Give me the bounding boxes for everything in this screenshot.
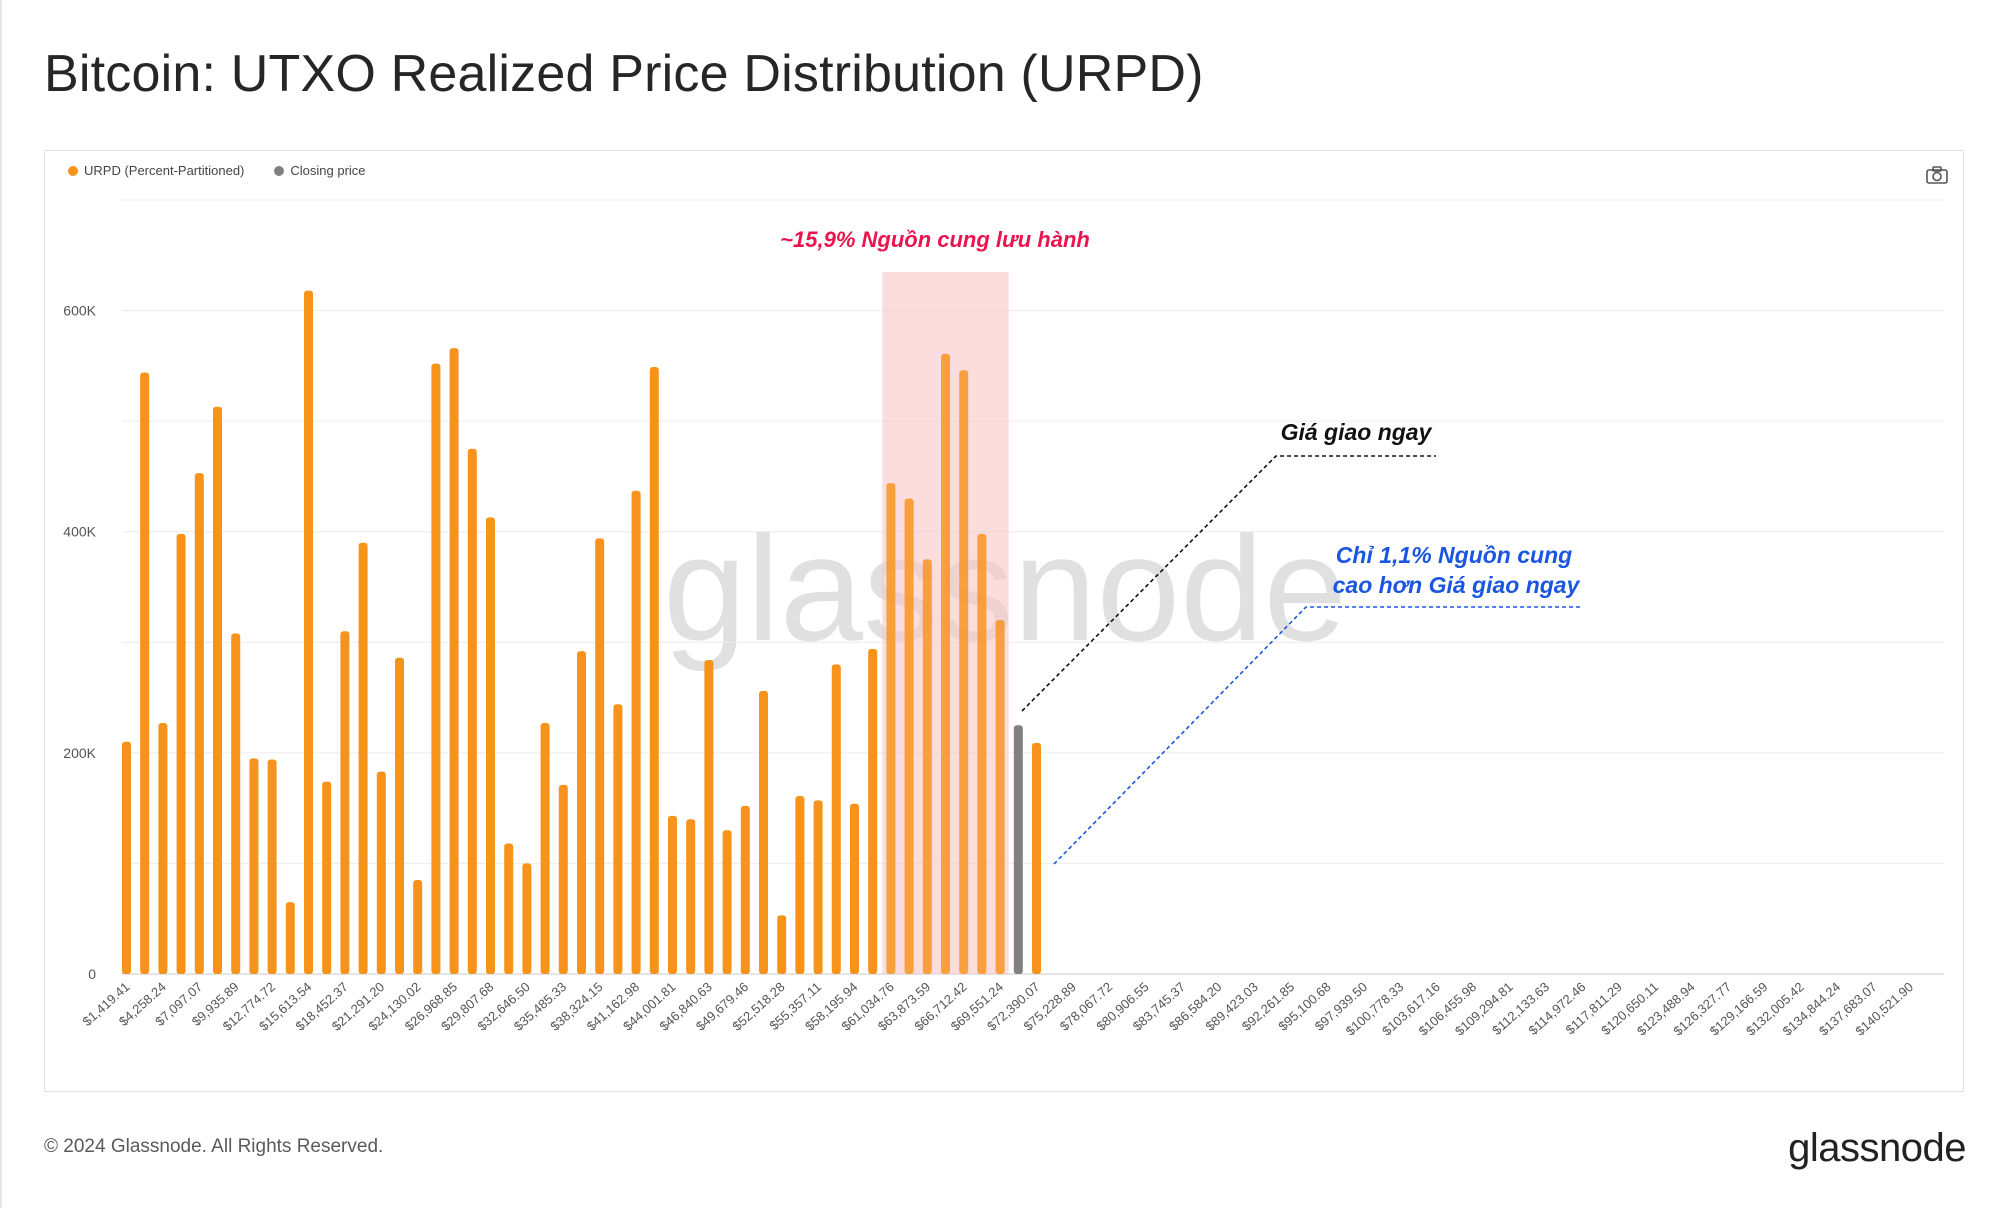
bar-urpd: [868, 648, 878, 974]
legend-label-closing-price: Closing price: [290, 163, 366, 178]
bar-urpd: [777, 915, 787, 974]
bar-urpd: [449, 348, 459, 974]
bar-urpd: [631, 490, 641, 974]
spot-price-label: Giá giao ngay: [1281, 419, 1433, 445]
spot-price-leader: [1021, 455, 1436, 712]
bar-urpd: [577, 651, 586, 974]
legend-item-closing-price[interactable]: Closing price: [274, 163, 366, 178]
bar-urpd: [140, 372, 150, 974]
bar-urpd: [158, 723, 168, 974]
bar-urpd: [813, 800, 823, 974]
glassnode-logo: glassnode: [1788, 1126, 1966, 1170]
bar-urpd: [267, 759, 277, 974]
chart-panel: [44, 150, 1964, 1092]
legend-swatch-closing-price: [274, 165, 285, 176]
bar-urpd: [358, 542, 368, 974]
bar-urpd: [467, 448, 477, 974]
bar-urpd: [395, 657, 404, 974]
y-tick-label: 600K: [63, 303, 96, 319]
bar-urpd: [831, 664, 841, 974]
legend-swatch-urpd: [68, 165, 78, 176]
bar-urpd: [686, 819, 696, 974]
bar-urpd: [376, 771, 386, 974]
bar-urpd: [285, 902, 295, 974]
y-tick-label: 200K: [63, 745, 96, 761]
legend-label-urpd: URPD (Percent-Partitioned): [84, 163, 245, 178]
bar-urpd: [959, 370, 969, 974]
bar-urpd: [322, 781, 332, 974]
bar-urpd: [194, 473, 204, 974]
above-spot-label-line1: Chỉ 1,1% Nguồn cung: [1336, 542, 1572, 568]
bar-urpd: [176, 533, 186, 974]
bar-urpd: [522, 863, 532, 974]
bar-urpd: [304, 290, 313, 974]
bar-urpd: [231, 633, 241, 974]
bar-urpd: [740, 805, 750, 974]
copyright-text: © 2024 Glassnode. All Rights Reserved.: [44, 1136, 384, 1157]
highlight-label: ~15,9% Nguồn cung lưu hành: [780, 227, 1090, 252]
chart-legend: URPD (Percent-Partitioned) Closing price: [68, 163, 366, 178]
bar-urpd: [558, 784, 568, 974]
bar-urpd: [413, 880, 423, 974]
bar-urpd: [977, 533, 987, 974]
bar-urpd: [941, 353, 950, 974]
bar-urpd: [1032, 742, 1041, 974]
above-spot-label-line2: cao hơn Giá giao ngay: [1333, 572, 1581, 598]
bar-urpd: [540, 723, 550, 974]
bar-urpd: [904, 498, 914, 974]
bar-urpd: [613, 704, 623, 974]
legend-item-urpd[interactable]: URPD (Percent-Partitioned): [68, 163, 244, 178]
bar-urpd: [722, 830, 732, 974]
bar-urpd: [249, 758, 259, 974]
bar-urpd: [922, 559, 932, 974]
bar-urpd: [704, 659, 714, 974]
bar-urpd: [886, 483, 896, 974]
bar-urpd: [850, 803, 859, 974]
bar-urpd: [995, 620, 1005, 974]
bar-urpd: [431, 363, 441, 974]
bar-urpd: [213, 406, 222, 975]
bar-urpd: [795, 795, 805, 974]
bar-urpd: [122, 741, 131, 974]
page-title: Bitcoin: UTXO Realized Price Distributio…: [44, 45, 1204, 103]
bar-urpd: [340, 631, 350, 974]
bar-closing-price: [1013, 725, 1023, 974]
bar-urpd: [595, 538, 605, 974]
bar-urpd: [649, 366, 659, 974]
left-edge-rule: [0, 0, 2, 1208]
camera-icon[interactable]: [1926, 166, 1948, 184]
above-spot-leader: [1053, 606, 1582, 865]
bar-urpd: [759, 690, 768, 974]
bar-urpd: [486, 517, 495, 974]
y-tick-label: 0: [88, 966, 96, 982]
y-tick-label: 400K: [63, 524, 96, 540]
bar-urpd: [504, 843, 514, 974]
bar-urpd: [668, 815, 677, 974]
